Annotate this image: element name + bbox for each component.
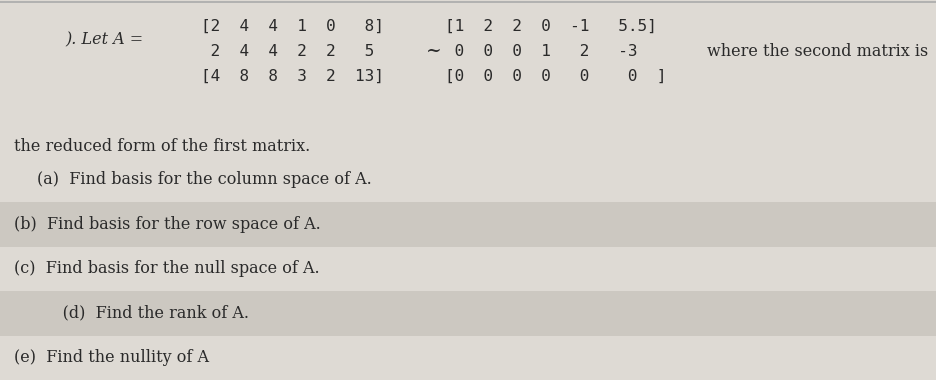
Text: the reduced form of the first matrix.: the reduced form of the first matrix.	[14, 138, 311, 155]
FancyBboxPatch shape	[0, 0, 936, 158]
Text: ~: ~	[426, 42, 442, 60]
FancyBboxPatch shape	[0, 291, 936, 336]
Text: (a)  Find basis for the column space of A.: (a) Find basis for the column space of A…	[37, 171, 373, 188]
Text: 0  0  0  1   2   -3: 0 0 0 1 2 -3	[445, 44, 656, 59]
Text: where the second matrix is: where the second matrix is	[707, 43, 928, 60]
Text: (e)  Find the nullity of A: (e) Find the nullity of A	[14, 349, 209, 366]
Text: [0  0  0  0   0    0  ]: [0 0 0 0 0 0 ]	[445, 68, 666, 84]
FancyBboxPatch shape	[0, 202, 936, 247]
Text: ). Let A =: ). Let A =	[66, 32, 143, 48]
Text: [4  8  8  3  2  13]: [4 8 8 3 2 13]	[201, 68, 384, 84]
FancyBboxPatch shape	[0, 336, 936, 380]
Text: (b)  Find basis for the row space of A.: (b) Find basis for the row space of A.	[14, 216, 321, 233]
Text: (d)  Find the rank of A.: (d) Find the rank of A.	[37, 305, 249, 322]
Text: 2  4  4  2  2   5: 2 4 4 2 2 5	[201, 44, 384, 59]
Text: (c)  Find basis for the null space of A.: (c) Find basis for the null space of A.	[14, 260, 320, 277]
Text: [2  4  4  1  0   8]: [2 4 4 1 0 8]	[201, 19, 384, 34]
FancyBboxPatch shape	[0, 247, 936, 291]
Text: [1  2  2  0  -1   5.5]: [1 2 2 0 -1 5.5]	[445, 19, 656, 34]
FancyBboxPatch shape	[0, 158, 936, 202]
